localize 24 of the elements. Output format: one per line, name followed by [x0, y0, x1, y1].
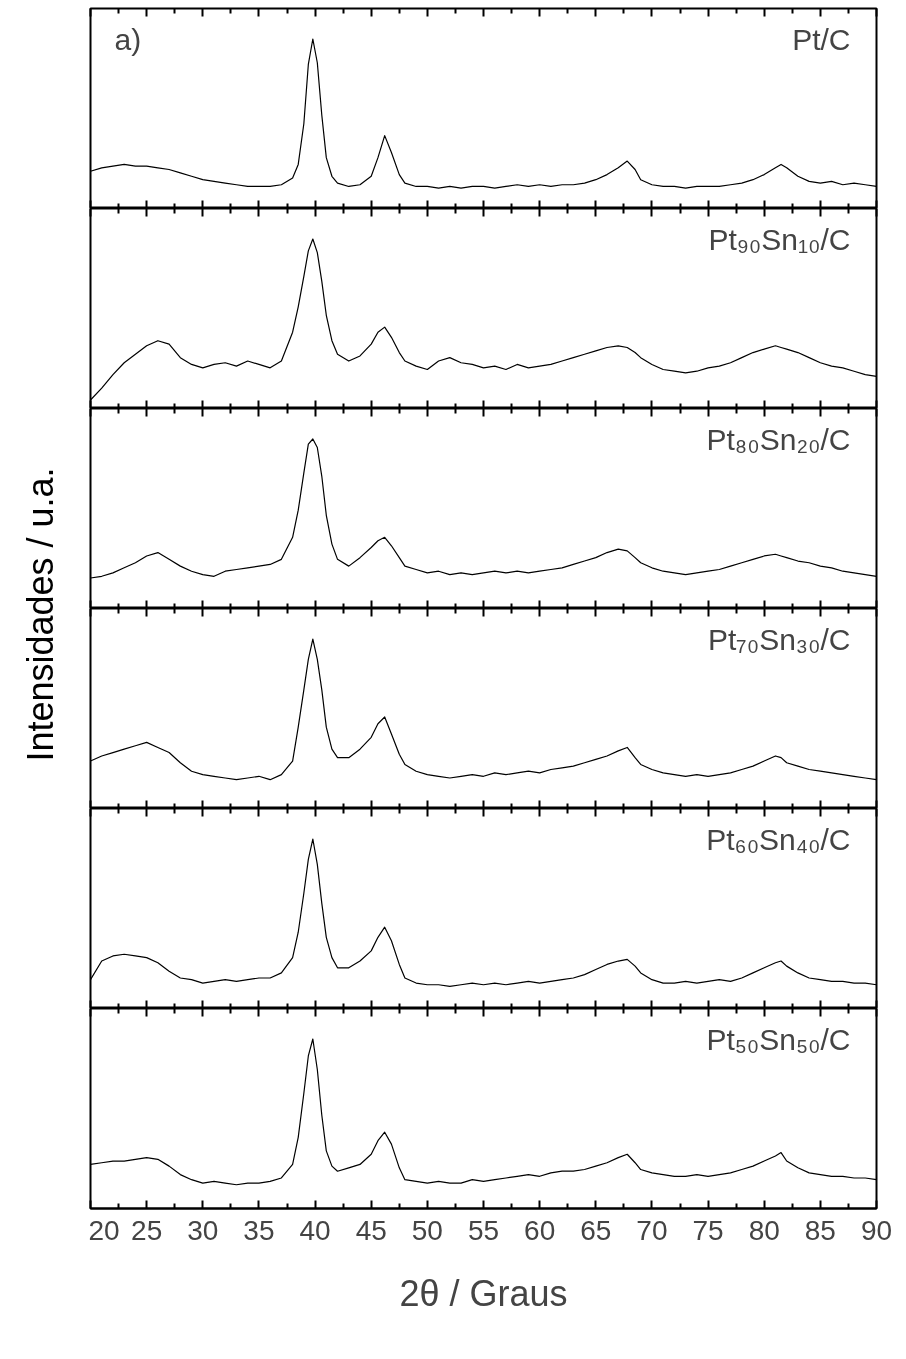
x-tick-label: 25 [131, 1214, 163, 1246]
annotation: Pt/C [792, 22, 851, 56]
x-tick-label: 30 [187, 1214, 219, 1246]
x-axis-title: 2θ / Graus [399, 1272, 568, 1314]
annotation: Pt₉₀Sn₁₀/C [708, 222, 851, 256]
annotation: Pt₈₀Sn₂₀/C [706, 422, 851, 456]
x-tick-label: 80 [748, 1214, 780, 1246]
x-tick-label: 75 [692, 1214, 724, 1246]
x-tick-label: 85 [804, 1214, 836, 1246]
annotation: a) [114, 22, 142, 56]
x-tick-label: 65 [580, 1214, 612, 1246]
annotation: Pt₆₀Sn₄₀/C [706, 822, 851, 856]
x-tick-label: 45 [355, 1214, 387, 1246]
annotation: Pt₅₀Sn₅₀/C [706, 1022, 851, 1056]
x-tick-label: 20 [88, 1214, 120, 1246]
x-tick-label: 55 [467, 1214, 500, 1246]
y-axis-title: Intensidades / u.a. [19, 467, 61, 762]
x-tick-label: 50 [411, 1214, 443, 1246]
x-tick-label: 40 [299, 1214, 331, 1246]
x-tick-label: 60 [524, 1214, 556, 1246]
x-tick-label: 90 [860, 1214, 893, 1246]
x-tick-label: 35 [243, 1214, 275, 1246]
x-tick-label: 70 [636, 1214, 668, 1246]
annotation: Pt₇₀Sn₃₀/C [708, 622, 851, 656]
